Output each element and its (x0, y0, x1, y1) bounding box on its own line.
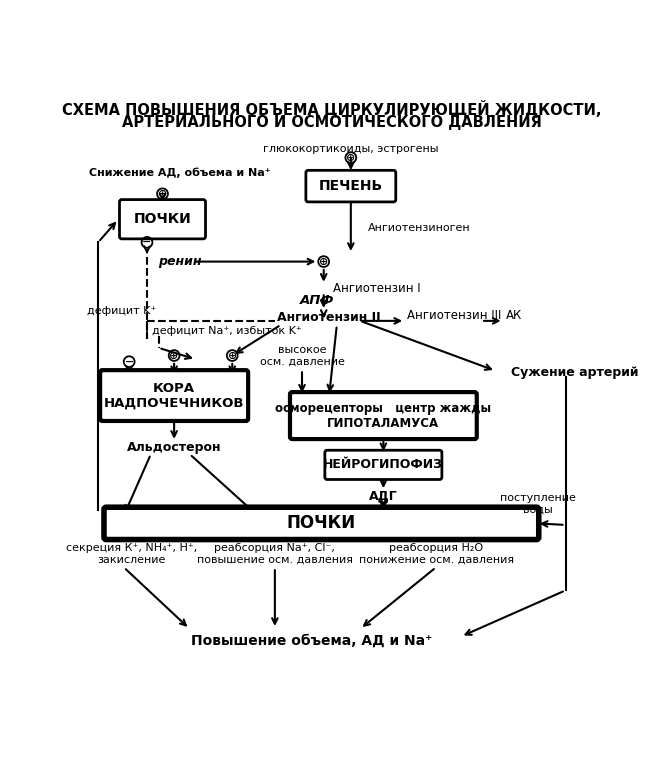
FancyBboxPatch shape (100, 370, 248, 421)
Text: Сужение артерий: Сужение артерий (511, 366, 639, 379)
Text: дефицит K⁺: дефицит K⁺ (88, 306, 156, 316)
Text: Снижение АД, объема и Na⁺: Снижение АД, объема и Na⁺ (89, 168, 271, 178)
Text: Ангиотензиноген: Ангиотензиноген (368, 223, 471, 234)
FancyBboxPatch shape (104, 507, 539, 540)
Text: Ангиотензин II: Ангиотензин II (277, 311, 381, 323)
Text: Ангиотензин III: Ангиотензин III (407, 309, 501, 322)
Text: АДГ: АДГ (369, 489, 398, 502)
Text: ⊕: ⊕ (169, 351, 179, 361)
Text: глюкокортикоиды, эстрогены: глюкокортикоиды, эстрогены (263, 144, 439, 154)
Text: АПФ: АПФ (300, 294, 335, 307)
Text: ⊕: ⊕ (228, 351, 237, 361)
FancyBboxPatch shape (306, 170, 396, 202)
FancyBboxPatch shape (290, 392, 477, 439)
Text: осморецепторы   центр жажды
ГИПОТАЛАМУСА: осморецепторы центр жажды ГИПОТАЛАМУСА (275, 401, 491, 430)
Text: ПОЧКИ: ПОЧКИ (134, 212, 191, 226)
Text: ренин: ренин (158, 255, 202, 268)
Text: секреция К⁺, NH₄⁺, H⁺,
закисление: секреция К⁺, NH₄⁺, H⁺, закисление (66, 544, 197, 565)
Text: ПОЧКИ: ПОЧКИ (287, 515, 356, 533)
Text: СХЕМА ПОВЫШЕНИЯ ОБЪЕМА ЦИРКУЛИРУЮЩЕЙ ЖИДКОСТИ,: СХЕМА ПОВЫШЕНИЯ ОБЪЕМА ЦИРКУЛИРУЮЩЕЙ ЖИД… (62, 100, 602, 118)
FancyBboxPatch shape (119, 200, 206, 239)
Text: Ангиотензин I: Ангиотензин I (333, 282, 421, 295)
Text: реабсорция Н₂O
понижение осм. давления: реабсорция Н₂O понижение осм. давления (358, 544, 513, 565)
Text: ⊕: ⊕ (158, 189, 167, 199)
Text: АРТЕРИАЛЬНОГО И ОСМОТИЧЕСКОГО ДАВЛЕНИЯ: АРТЕРИАЛЬНОГО И ОСМОТИЧЕСКОГО ДАВЛЕНИЯ (122, 115, 542, 130)
Text: ⊕: ⊕ (319, 257, 328, 266)
Text: ⊕: ⊕ (346, 152, 356, 162)
Text: НЕЙРОГИПОФИЗ: НЕЙРОГИПОФИЗ (323, 458, 443, 472)
Text: дефицит Na⁺, избыток K⁺: дефицит Na⁺, избыток K⁺ (153, 326, 302, 336)
Text: поступление
воды: поступление воды (500, 493, 576, 514)
Text: АК: АК (506, 309, 522, 322)
Text: −: − (125, 357, 134, 367)
Text: Повышение объема, АД и Na⁺: Повышение объема, АД и Na⁺ (191, 633, 433, 647)
Text: высокое
осм. давление: высокое осм. давление (260, 344, 345, 366)
Text: реабсорция Na⁺, Cl⁻,
повышение осм. давления: реабсорция Na⁺, Cl⁻, повышение осм. давл… (197, 544, 353, 565)
Text: −: − (142, 237, 152, 248)
Text: Альдостерон: Альдостерон (127, 441, 221, 455)
Text: КОРА
НАДПОЧЕЧНИКОВ: КОРА НАДПОЧЕЧНИКОВ (104, 382, 245, 409)
FancyBboxPatch shape (325, 450, 442, 480)
Text: ПЕЧЕНЬ: ПЕЧЕНЬ (319, 179, 383, 193)
